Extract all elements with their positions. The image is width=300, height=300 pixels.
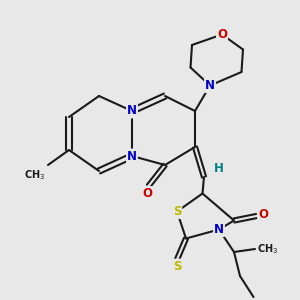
Text: CH$_3$: CH$_3$	[24, 168, 46, 182]
Text: H: H	[214, 161, 224, 175]
Text: O: O	[142, 187, 152, 200]
Text: N: N	[205, 79, 215, 92]
Text: O: O	[258, 208, 268, 221]
Text: O: O	[217, 28, 227, 41]
Text: CH$_3$: CH$_3$	[257, 242, 279, 256]
Text: S: S	[173, 260, 181, 273]
Text: S: S	[173, 205, 181, 218]
Text: N: N	[127, 149, 137, 163]
Text: N: N	[214, 223, 224, 236]
Text: N: N	[127, 104, 137, 118]
